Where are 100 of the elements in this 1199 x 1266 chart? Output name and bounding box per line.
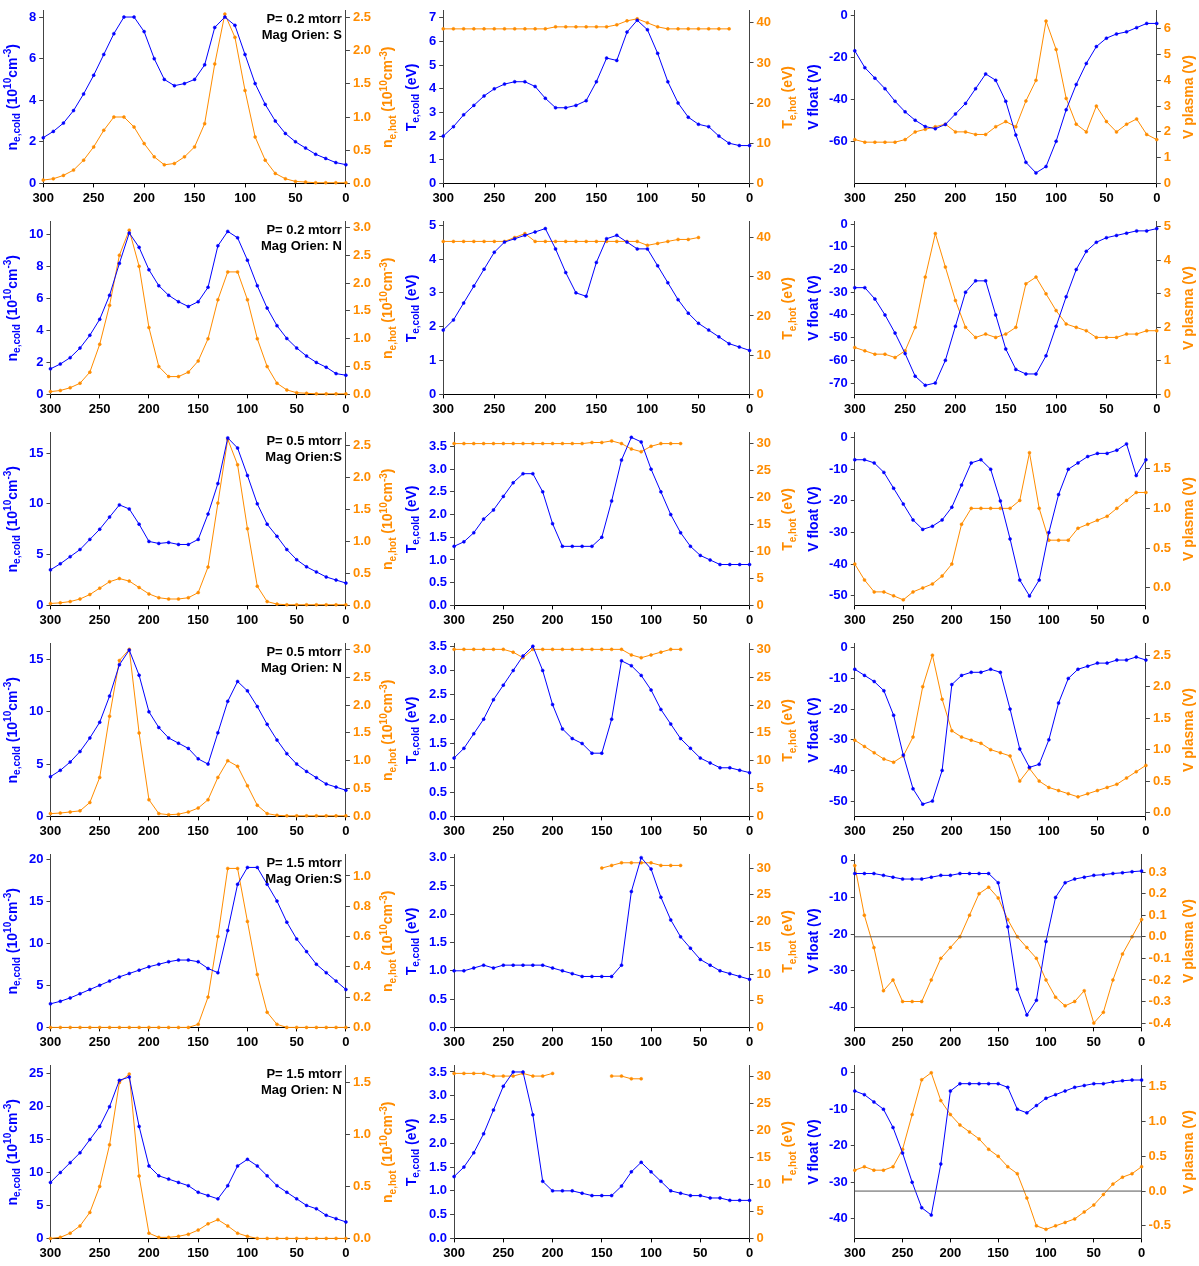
annotation: P= 0.2 mtorr	[266, 221, 342, 237]
y2-tick-label: 0.2	[1148, 885, 1167, 901]
x-tick-label: 200	[944, 189, 967, 205]
x-tick-label: 0	[342, 822, 350, 838]
y-tick-label: 1.5	[428, 934, 448, 950]
y-tick-label: 0	[840, 852, 848, 868]
y2-tick-label: 15	[756, 724, 772, 740]
y-tick-label: 7	[429, 9, 437, 25]
y-tick-label: 5	[429, 216, 437, 232]
x-tick-label: 50	[289, 1033, 304, 1049]
y-tick-label: 0	[29, 174, 37, 190]
y2-tick-label: 10	[756, 134, 772, 150]
y2-tick-label: 1.0	[352, 330, 372, 346]
y-tick-label: 0.5	[428, 783, 448, 799]
y2-tick-label: 5	[756, 570, 764, 586]
y2-tick-label: 4	[1163, 251, 1172, 267]
y-axis-title: V float (V)	[804, 64, 821, 130]
y-tick-label: 2.0	[428, 1134, 448, 1150]
x-tick-label: 250	[88, 1033, 111, 1049]
y-tick-label: -30	[828, 1173, 848, 1189]
y2-tick-label: 0.5	[352, 358, 372, 374]
y-tick-label: 5	[36, 755, 44, 771]
x-tick-label: 0	[1153, 400, 1161, 416]
y2-tick-label: 0.0	[352, 807, 372, 823]
x-tick-label: 100	[1045, 400, 1067, 416]
y-tick-label: 3.5	[428, 1063, 448, 1079]
y2-tick-label: 40	[756, 229, 772, 245]
x-tick-label: 300	[39, 1244, 62, 1260]
x-tick-label: 300	[443, 822, 465, 838]
y-tick-label: 3	[429, 284, 437, 300]
x-tick-label: 300	[843, 400, 866, 416]
x-tick-label: 150	[187, 1244, 210, 1260]
x-tick-label: 50	[1090, 611, 1105, 627]
y2-tick-label: 0.8	[352, 897, 372, 913]
y-tick-label: 10	[28, 1164, 44, 1180]
y-tick-label: 3.5	[428, 438, 448, 453]
y2-tick-label: 5	[756, 992, 764, 1008]
y2-tick-label: 30	[756, 54, 772, 70]
x-tick-label: 300	[39, 822, 62, 838]
y-tick-label: 0	[840, 1064, 848, 1080]
y-tick-label: 2.5	[428, 686, 448, 702]
x-tick-label: 150	[987, 1244, 1010, 1260]
x-tick-label: 100	[236, 400, 259, 416]
y-tick-label: 20	[28, 1098, 44, 1114]
y-tick-label: 3.0	[428, 1087, 448, 1103]
annotation: Mag Orien: S	[261, 26, 343, 42]
x-tick-label: 150	[590, 1244, 613, 1260]
y2-tick-label: 40	[756, 14, 772, 30]
x-tick-label: 0	[342, 1033, 350, 1049]
x-tick-label: 250	[492, 611, 515, 627]
x-tick-label: 150	[994, 189, 1017, 205]
y-tick-label: 4	[429, 80, 437, 96]
y2-tick-label: 0.2	[352, 988, 372, 1004]
y-tick-label: 5	[429, 56, 437, 72]
x-tick-label: 100	[636, 189, 659, 205]
y-axis-title: V float (V)	[804, 908, 821, 974]
annotation: P= 0.2 mtorr	[266, 10, 342, 26]
y-tick-label: 3.0	[428, 662, 448, 678]
y-tick-label: 15	[28, 651, 44, 667]
y-axis-title: V float (V)	[804, 275, 821, 341]
x-tick-label: 200	[133, 189, 155, 205]
y-tick-label: 25	[28, 1065, 44, 1081]
x-tick-label: 50	[1099, 400, 1114, 416]
y2-tick-label: -0.5	[1148, 1217, 1172, 1233]
x-tick-label: 250	[492, 1244, 515, 1260]
y-tick-label: 0	[36, 807, 44, 823]
x-tick-label: 150	[585, 400, 608, 416]
y-tick-label: -30	[828, 524, 848, 540]
y-tick-label: 2.5	[428, 1111, 448, 1127]
y2-tick-label: 5	[1163, 46, 1171, 62]
y-tick-label: 15	[28, 444, 44, 460]
y2-tick-label: 0.5	[352, 780, 372, 796]
x-tick-label: 100	[236, 1244, 259, 1260]
x-tick-label: 50	[693, 822, 708, 838]
y2-tick-label: 1	[1163, 149, 1171, 165]
y2-tick-label: 0.5	[1148, 1147, 1167, 1163]
y-tick-label: 4	[36, 322, 45, 338]
x-tick-label: 250	[483, 189, 506, 205]
y2-tick-label: -0.1	[1148, 949, 1172, 965]
x-tick-label: 50	[289, 822, 304, 838]
x-tick-label: 100	[236, 822, 259, 838]
x-tick-label: 50	[691, 400, 706, 416]
x-tick-label: 250	[891, 1244, 914, 1260]
y2-tick-label: 20	[756, 1121, 772, 1137]
x-tick-label: 0	[745, 1244, 754, 1260]
x-tick-label: 300	[39, 1033, 62, 1049]
x-tick-label: 200	[534, 189, 557, 205]
y2-tick-label: -0.2	[1148, 971, 1172, 987]
x-tick-label: 250	[892, 611, 915, 627]
x-tick-label: 300	[39, 400, 62, 416]
x-tick-label: 250	[492, 1033, 515, 1049]
y2-tick-label: 1.0	[352, 1126, 372, 1141]
y2-tick-label: 10	[756, 346, 772, 362]
y2-tick-label: 1.0	[352, 533, 372, 549]
y2-tick-label: 0.0	[352, 1018, 372, 1034]
x-tick-label: 250	[88, 400, 111, 416]
y-tick-label: -40	[828, 555, 848, 571]
y2-tick-label: 15	[756, 516, 772, 532]
x-tick-label: 50	[691, 189, 706, 205]
y-tick-label: 0	[840, 215, 848, 231]
